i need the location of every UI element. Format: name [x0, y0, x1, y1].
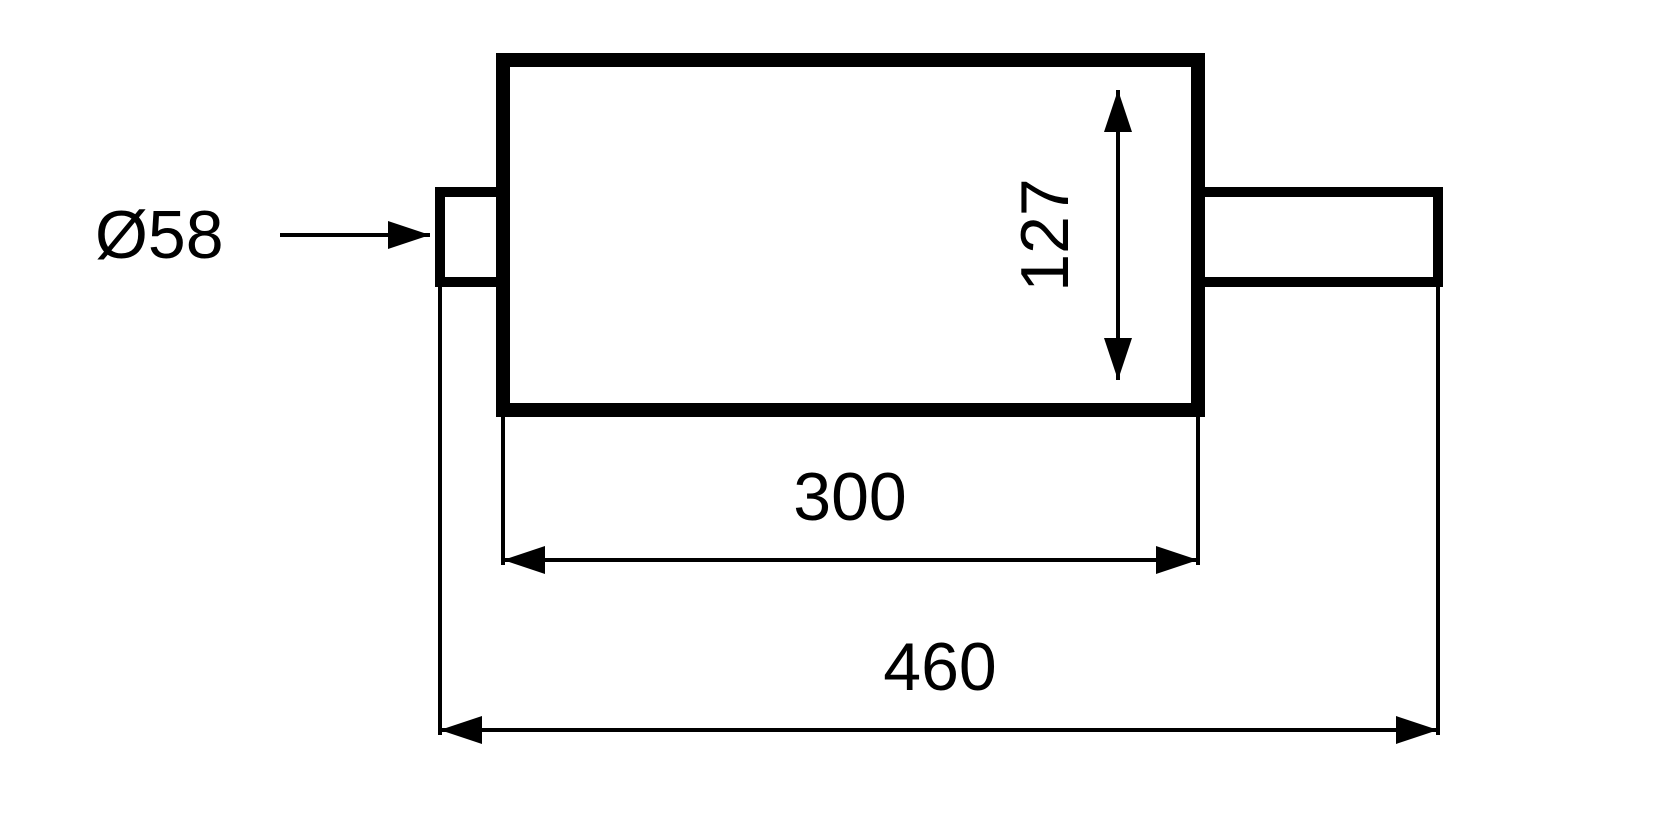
- right-pipe: [1198, 192, 1438, 282]
- dimension-height-value: 127: [1007, 178, 1083, 291]
- dimension-overall-length-value: 460: [883, 629, 996, 705]
- dimension-body-length: 300: [503, 410, 1198, 574]
- diameter-label-value: Ø58: [95, 197, 224, 273]
- diameter-label: Ø58: [95, 197, 430, 273]
- dimension-body-length-value: 300: [793, 459, 906, 535]
- main-body: [503, 60, 1198, 410]
- left-pipe: [440, 192, 503, 282]
- dimension-diagram: 127 300 460 Ø58: [0, 0, 1680, 840]
